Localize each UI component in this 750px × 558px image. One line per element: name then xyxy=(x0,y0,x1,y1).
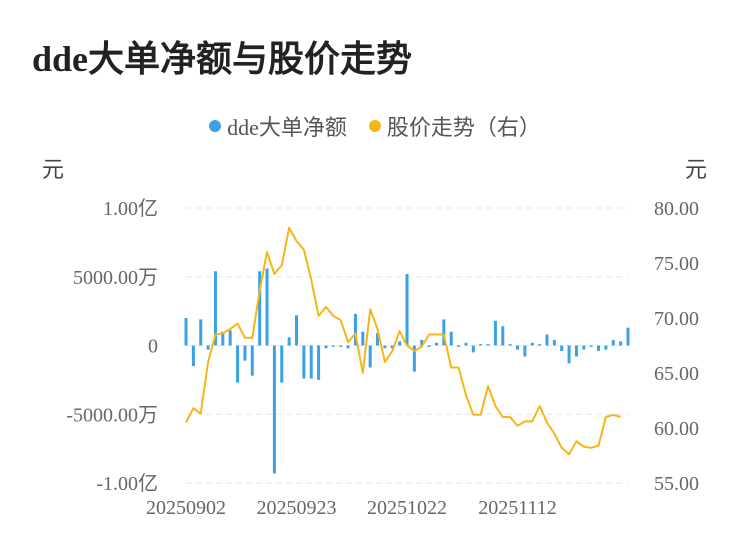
x-tick-label: 20251022 xyxy=(367,497,447,519)
right-tick-label: 55.00 xyxy=(654,473,699,495)
right-tick-label: 80.00 xyxy=(654,198,699,220)
dde-bar[interactable] xyxy=(287,337,291,346)
dde-bar[interactable] xyxy=(228,330,232,346)
right-axis-unit: 元 xyxy=(685,157,707,182)
right-tick-label: 75.00 xyxy=(654,253,699,275)
dde-bar[interactable] xyxy=(619,341,623,346)
dde-bar[interactable] xyxy=(199,319,203,346)
dde-bar[interactable] xyxy=(538,344,542,346)
left-tick-label: -5000.00万 xyxy=(66,404,158,426)
price-line[interactable] xyxy=(185,226,621,456)
dde-bar[interactable] xyxy=(213,271,217,346)
legend-item-dde[interactable]: dde大单净额 xyxy=(209,110,347,142)
dde-bar[interactable] xyxy=(272,345,276,474)
dde-bar[interactable] xyxy=(236,345,240,383)
dde-bar[interactable] xyxy=(574,345,578,357)
x-tick-label: 20250902 xyxy=(146,497,226,519)
dde-bar[interactable] xyxy=(501,326,505,346)
dde-bar[interactable] xyxy=(317,345,321,380)
left-axis-unit: 元 xyxy=(42,157,64,182)
left-tick-label: 0 xyxy=(148,336,158,358)
dde-bar[interactable] xyxy=(191,345,195,367)
dde-bar[interactable] xyxy=(545,334,549,346)
dde-bar[interactable] xyxy=(449,331,453,346)
dde-bar[interactable] xyxy=(516,345,519,350)
dde-bar[interactable] xyxy=(552,340,556,346)
line-series xyxy=(185,226,621,456)
dde-bar[interactable] xyxy=(346,345,350,349)
dde-bar[interactable] xyxy=(405,274,409,346)
dde-bar[interactable] xyxy=(243,345,247,361)
dde-bar[interactable] xyxy=(221,331,225,346)
dde-bar[interactable] xyxy=(508,344,512,346)
left-tick-label: 1.00亿 xyxy=(103,197,158,220)
right-tick-label: 60.00 xyxy=(654,418,699,440)
legend-dot-dde-icon xyxy=(209,120,222,132)
dde-bar[interactable] xyxy=(434,342,438,346)
dde-bar[interactable] xyxy=(582,345,586,350)
dde-bar[interactable] xyxy=(390,345,394,349)
dde-bar[interactable] xyxy=(339,345,343,347)
dde-bar[interactable] xyxy=(250,345,254,376)
dde-bar[interactable] xyxy=(331,345,335,347)
dde-bar[interactable] xyxy=(464,342,468,346)
dde-bar[interactable] xyxy=(420,340,424,346)
dde-bar[interactable] xyxy=(295,315,298,346)
left-tick-label: 5000.00万 xyxy=(73,267,158,289)
dde-bar[interactable] xyxy=(184,318,188,346)
dde-bar[interactable] xyxy=(589,345,593,347)
right-tick-label: 70.00 xyxy=(654,308,699,330)
dde-bar[interactable] xyxy=(258,271,262,346)
legend-dot-price-icon xyxy=(368,120,381,132)
dde-bar[interactable] xyxy=(383,345,387,349)
legend-label-price: 股价走势（右） xyxy=(386,115,541,140)
dde-bar[interactable] xyxy=(486,344,490,346)
dde-bar[interactable] xyxy=(265,268,269,346)
bar-series xyxy=(184,268,630,474)
dde-bar[interactable] xyxy=(309,345,313,379)
axis-layer: 1.00亿 5000.00万 0 -5000.00万 -1.00亿 80.00 75.00 7… xyxy=(42,157,707,519)
dde-bar[interactable] xyxy=(567,345,571,364)
dde-bar[interactable] xyxy=(206,345,210,350)
dde-bar[interactable] xyxy=(604,345,608,350)
dde-bar[interactable] xyxy=(368,345,372,368)
dde-bar[interactable] xyxy=(457,345,461,347)
dde-bar[interactable] xyxy=(597,345,601,352)
left-tick-label: -1.00亿 xyxy=(96,472,158,495)
dde-bar[interactable] xyxy=(530,342,534,346)
chart-title: dde大单净额与股价走势 xyxy=(32,39,413,79)
dde-bar[interactable] xyxy=(626,327,630,346)
dde-bar[interactable] xyxy=(353,313,357,346)
dde-bar[interactable] xyxy=(523,345,527,357)
dde-bar[interactable] xyxy=(361,331,365,346)
dde-bar[interactable] xyxy=(479,344,483,346)
dde-bar[interactable] xyxy=(412,345,416,372)
dde-bar[interactable] xyxy=(560,345,564,352)
dde-bar[interactable] xyxy=(427,345,431,347)
x-tick-label: 20251112 xyxy=(478,497,557,519)
chart-legend: dde大单净额 股价走势（右） xyxy=(0,110,750,142)
dde-bar[interactable] xyxy=(302,345,306,379)
dde-bar[interactable] xyxy=(376,333,380,346)
dde-bar[interactable] xyxy=(280,345,284,383)
dde-bar[interactable] xyxy=(471,345,475,353)
legend-item-price[interactable]: 股价走势（右） xyxy=(368,110,541,142)
right-tick-label: 65.00 xyxy=(654,363,699,385)
dde-bar[interactable] xyxy=(493,320,497,346)
dde-bar[interactable] xyxy=(324,345,328,349)
dde-bar[interactable] xyxy=(398,341,402,346)
x-tick-label: 20250923 xyxy=(257,497,337,519)
dde-bar[interactable] xyxy=(442,319,446,346)
legend-label-dde: dde大单净额 xyxy=(227,115,347,140)
dde-bar[interactable] xyxy=(611,340,615,346)
